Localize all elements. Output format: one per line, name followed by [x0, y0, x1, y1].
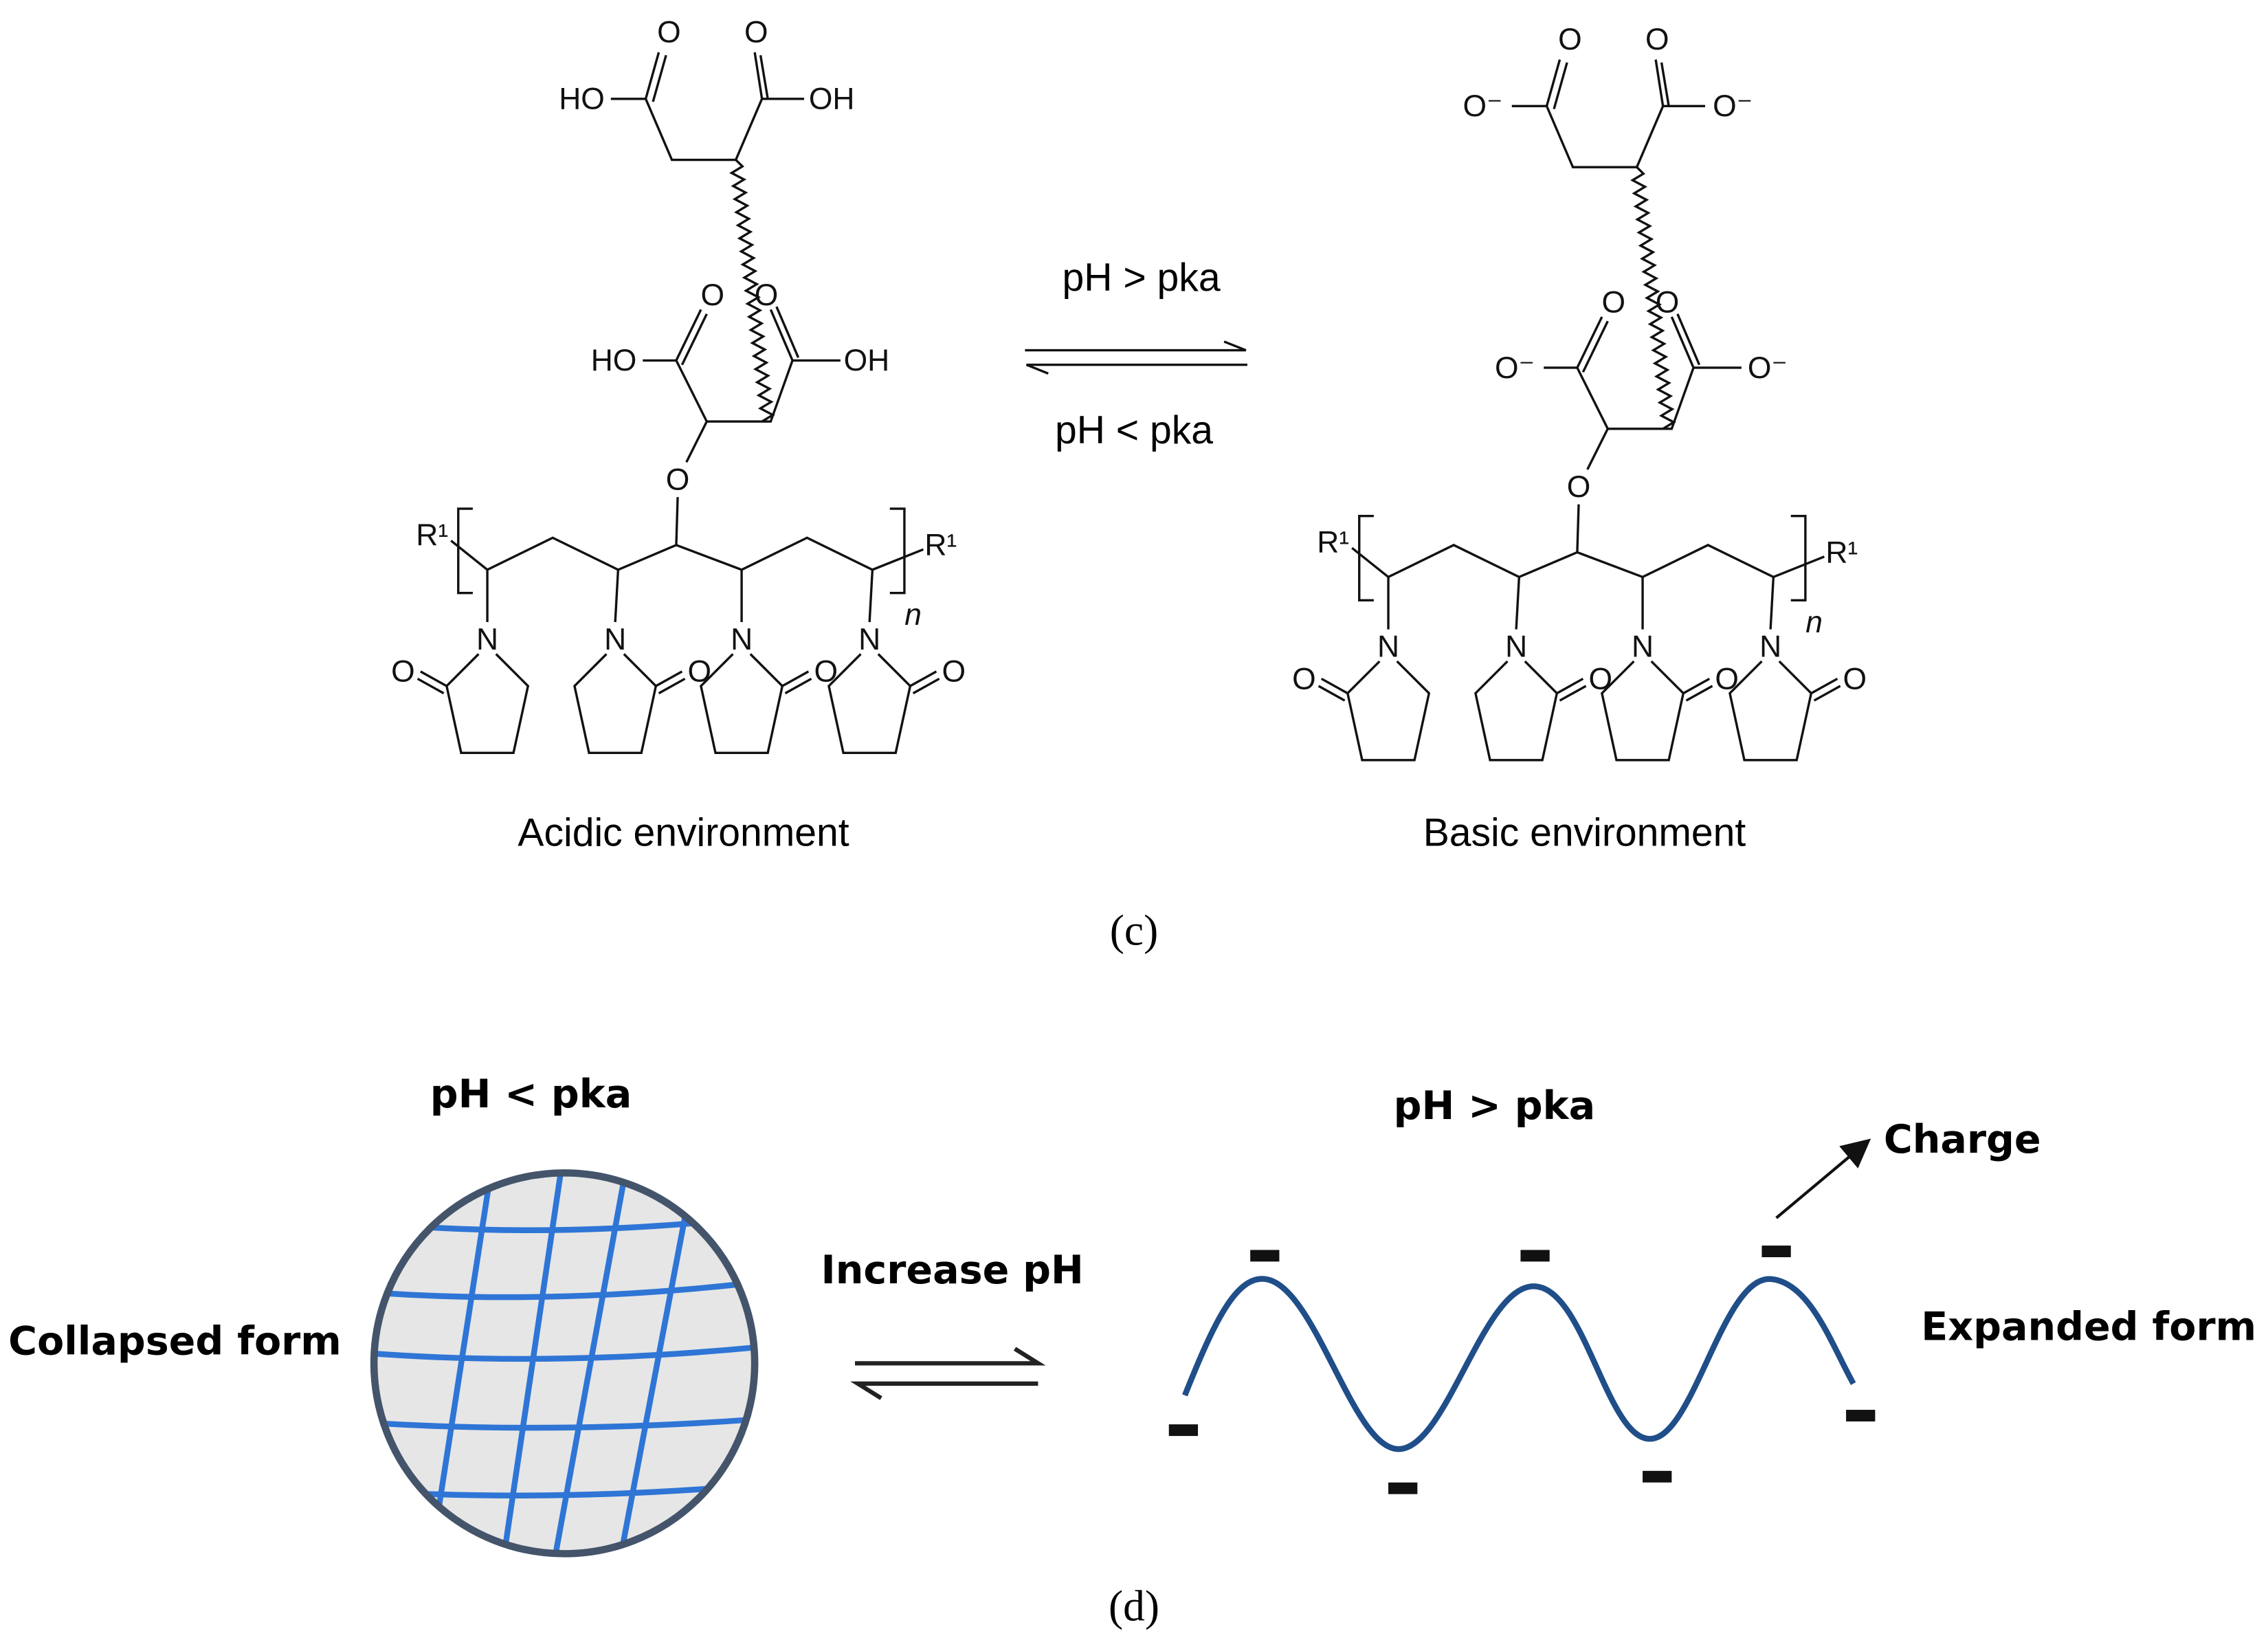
- atom-label: OH: [844, 344, 890, 377]
- right-caption: Basic environment: [1423, 811, 1746, 855]
- atom-label: R¹: [924, 529, 957, 562]
- expanded-chain: [1182, 1276, 1856, 1452]
- atom-label: HO: [559, 82, 605, 116]
- atom-label: N: [1505, 630, 1527, 664]
- right-form: Expanded form: [1921, 1305, 2256, 1350]
- atom-label: N: [604, 623, 626, 656]
- atom-label: N: [1377, 630, 1399, 664]
- particle-outline: [370, 1169, 759, 1558]
- atom-label: O⁻: [1748, 351, 1788, 385]
- structure-skeleton: [416, 52, 940, 754]
- atom-label: O: [1843, 662, 1867, 696]
- atom-label: N: [731, 623, 753, 656]
- atom-label: O: [1292, 662, 1316, 696]
- left-form: Collapsed form: [8, 1319, 342, 1364]
- atom-label: O: [1588, 662, 1612, 696]
- atom-label: O: [1558, 23, 1582, 56]
- right-condition: pH > pka: [1394, 1083, 1596, 1129]
- atom-label: O: [755, 278, 779, 312]
- atom-label: R¹: [416, 518, 448, 552]
- left-caption: Acidic environment: [518, 811, 849, 855]
- panel-label: (d): [1109, 1582, 1159, 1630]
- atom-label: O: [1656, 286, 1680, 320]
- atom-label: N: [1632, 630, 1654, 664]
- atom-label: N: [1759, 630, 1781, 664]
- atom-label: O: [744, 15, 768, 49]
- atom-label: O: [814, 655, 838, 689]
- left-condition: pH < pka: [430, 1072, 632, 1117]
- atom-label: N: [476, 623, 498, 656]
- ring: [827, 653, 940, 754]
- atom-label: O: [666, 463, 690, 497]
- charge-arrow: [1775, 1138, 1871, 1219]
- ring: [573, 653, 686, 754]
- panel-label: (c): [1110, 905, 1158, 954]
- atom-label: O: [391, 655, 415, 689]
- arrow-label: Increase pH: [821, 1248, 1084, 1293]
- atom-label: n: [1805, 606, 1823, 639]
- atom-label: O: [701, 278, 725, 312]
- atom-label: N: [858, 623, 880, 656]
- reverse-condition: pH < pka: [1055, 408, 1213, 452]
- ring: [416, 653, 530, 754]
- atom-label: HO: [591, 344, 637, 377]
- charges: [1168, 1246, 1876, 1494]
- atom-label: O: [1715, 662, 1739, 696]
- atom-label: O: [942, 655, 966, 689]
- ring: [700, 653, 812, 754]
- atom-label: R¹: [1317, 525, 1349, 559]
- atom-label: O⁻: [1463, 89, 1502, 123]
- collapsed-particle: [374, 1173, 755, 1554]
- atom-label: OH: [809, 82, 855, 116]
- atom-label: O: [1567, 470, 1591, 504]
- equilibrium-arrow: [850, 1347, 1046, 1400]
- forward-condition: pH > pka: [1063, 256, 1221, 300]
- atom-label: R¹: [1825, 535, 1858, 569]
- atom-label: O: [1645, 23, 1669, 56]
- atom-label: O: [1602, 286, 1626, 320]
- atom-label: n: [904, 598, 922, 632]
- network-grid: [374, 1173, 755, 1554]
- atom-label: O: [688, 655, 712, 689]
- atom-label: O: [657, 15, 681, 49]
- atom-label: O⁻: [1495, 351, 1535, 385]
- equilibrium-arrow: [1025, 340, 1247, 375]
- wavy-bond: [729, 159, 775, 423]
- charge-label: Charge: [1884, 1117, 2041, 1162]
- atom-label: O⁻: [1713, 89, 1753, 123]
